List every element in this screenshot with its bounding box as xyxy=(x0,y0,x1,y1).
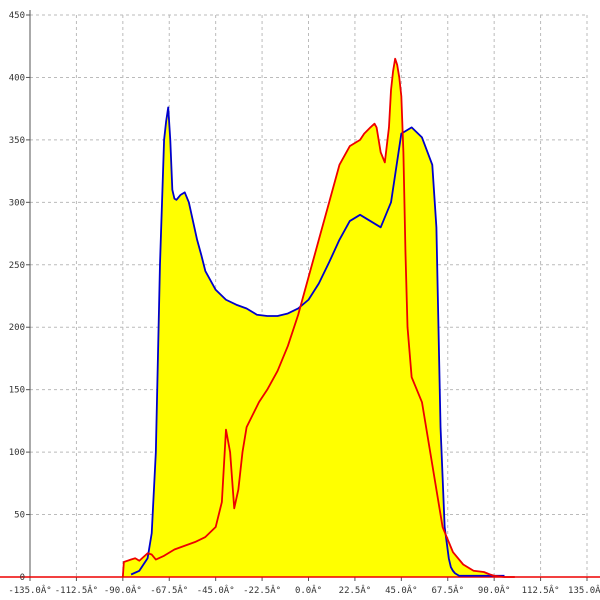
y-tick-label: 350 xyxy=(9,136,25,146)
y-tick-label: 400 xyxy=(9,73,25,83)
x-tick-label: 112.5Â° xyxy=(522,584,560,596)
x-tick-label: -112.5Â° xyxy=(55,584,98,596)
x-tick-label: -22.5Â° xyxy=(243,584,281,596)
y-tick-label: 100 xyxy=(9,448,25,458)
x-tick-label: -67.5Â° xyxy=(150,584,188,596)
y-tick-label: 200 xyxy=(9,323,25,333)
y-tick-label: 50 xyxy=(14,511,25,521)
x-tick-label: 45.0Â° xyxy=(385,584,418,596)
x-tick-label: -135.0Â° xyxy=(8,584,51,596)
x-tick-label: 22.5Â° xyxy=(339,584,372,596)
x-tick-label: 90.0Â° xyxy=(478,584,511,596)
x-tick-label: -45.0Â° xyxy=(197,584,235,596)
y-tick-label: 450 xyxy=(9,11,25,21)
x-tick-label: 135.0Â° xyxy=(568,584,600,596)
y-tick-label: 250 xyxy=(9,261,25,271)
x-tick-label: -90.0Â° xyxy=(104,584,142,596)
x-tick-label: 67.5Â° xyxy=(431,584,464,596)
x-tick-label: 0.0Â° xyxy=(295,584,322,596)
y-tick-label: 0 xyxy=(20,573,25,583)
y-tick-label: 150 xyxy=(9,386,25,396)
y-tick-label: 300 xyxy=(9,198,25,208)
